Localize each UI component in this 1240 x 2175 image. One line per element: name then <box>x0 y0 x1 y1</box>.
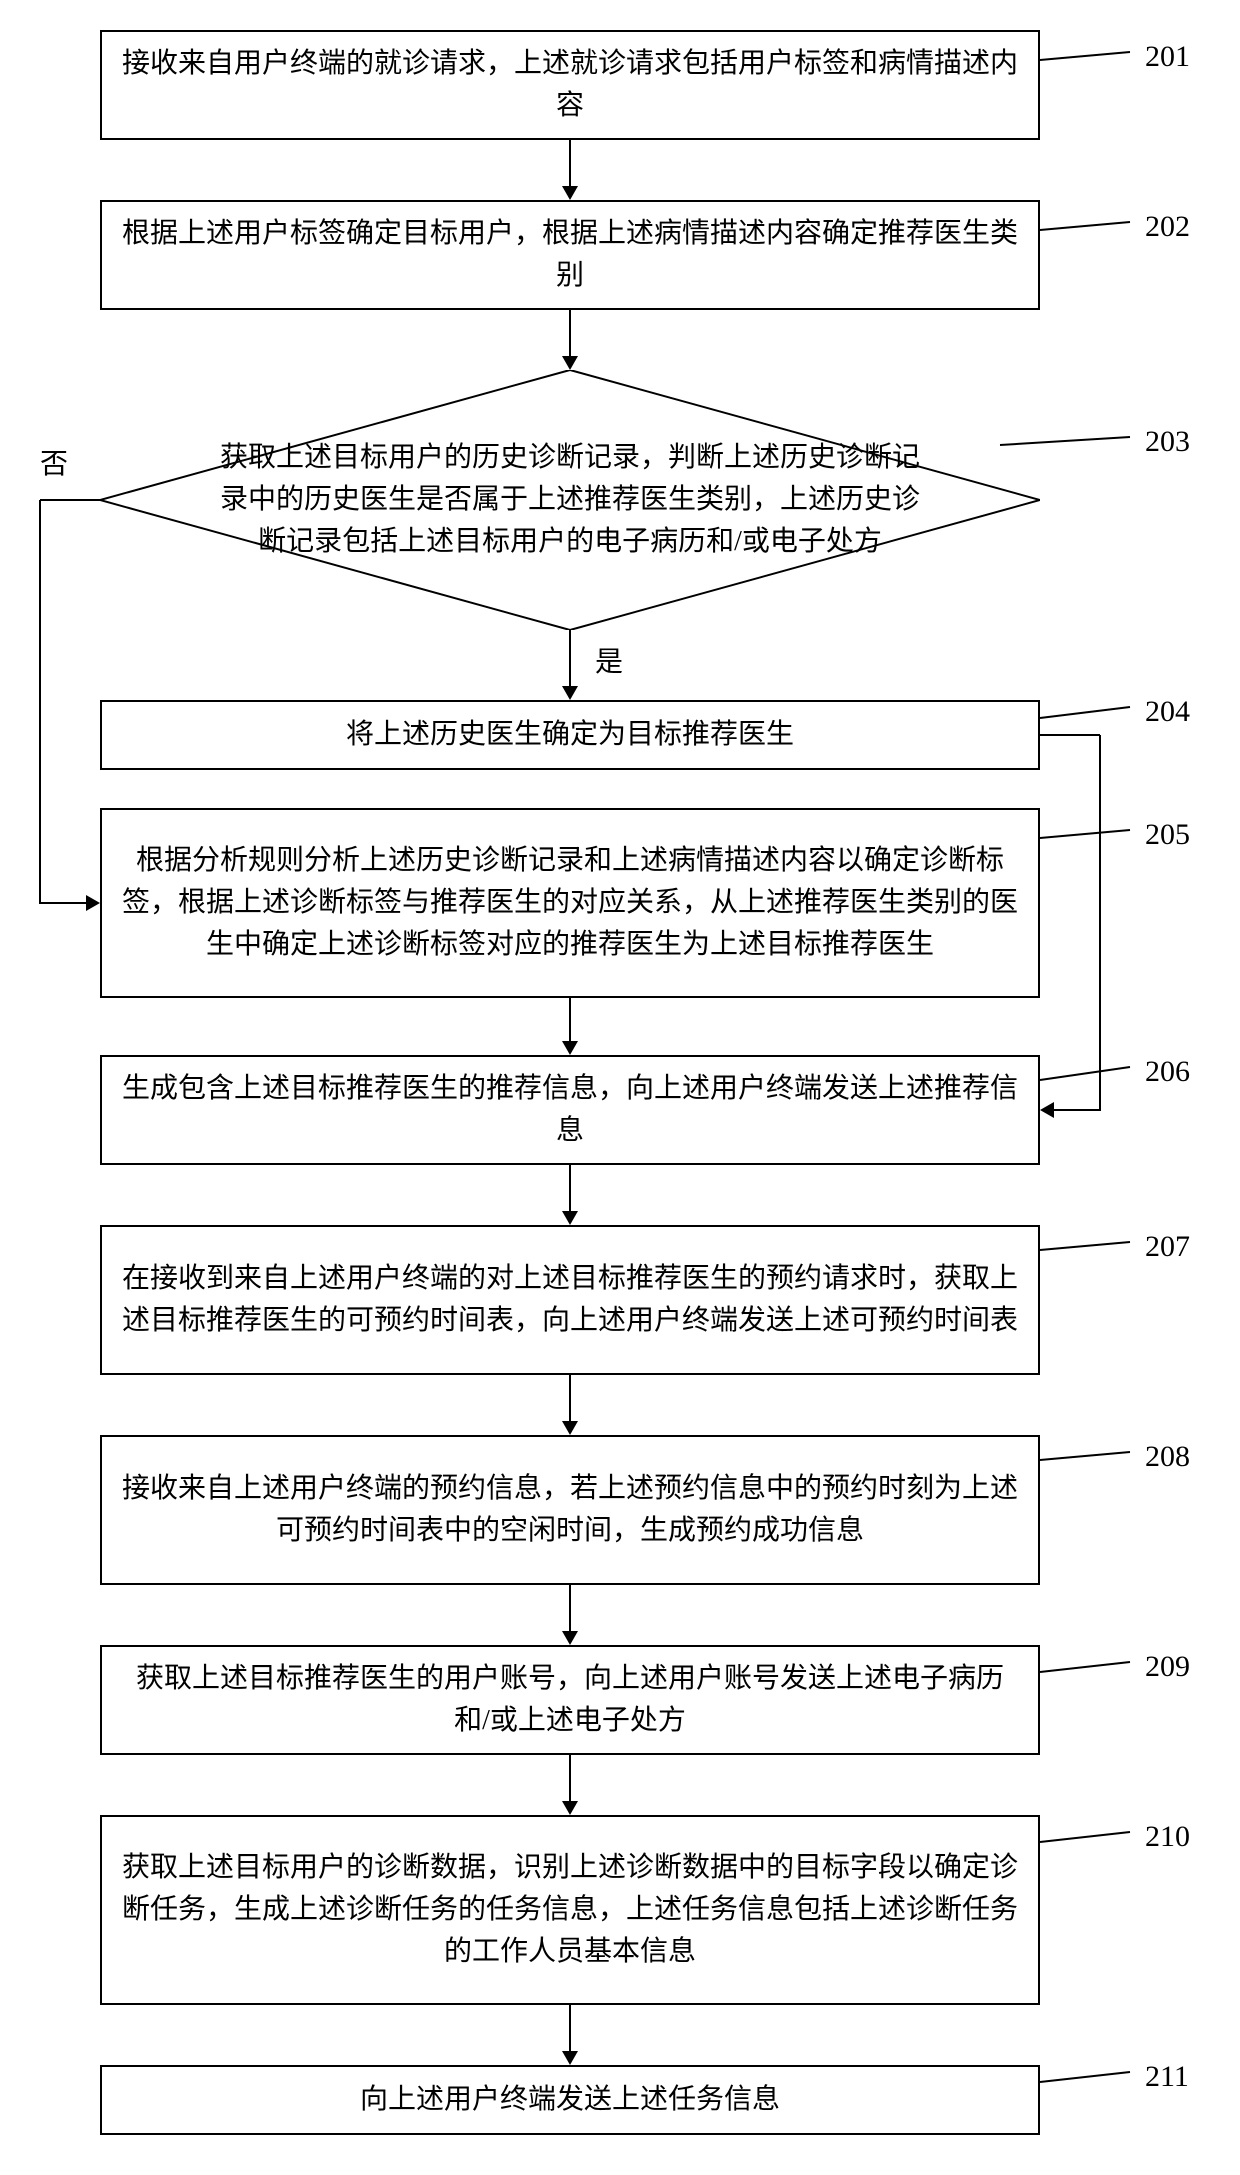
process-211: 向上述用户终端发送上述任务信息 <box>100 2065 1040 2135</box>
arrow-head-icon <box>562 1041 578 1055</box>
decision-203: 获取上述目标用户的历史诊断记录，判断上述历史诊断记录中的历史医生是否属于上述推荐… <box>100 370 1040 630</box>
leader-line <box>1038 1450 1132 1462</box>
arrow-head-icon <box>562 186 578 200</box>
node-text: 获取上述目标用户的历史诊断记录，判断上述历史诊断记录中的历史医生是否属于上述推荐… <box>220 437 920 563</box>
node-text: 将上述历史医生确定为目标推荐医生 <box>346 714 794 756</box>
process-202: 根据上述用户标签确定目标用户，根据上述病情描述内容确定推荐医生类别 <box>100 200 1040 310</box>
leader-line <box>1038 1830 1132 1844</box>
node-text: 获取上述目标用户的诊断数据，识别上述诊断数据中的目标字段以确定诊断任务，生成上述… <box>122 1847 1018 1973</box>
leader-line <box>1038 1660 1132 1674</box>
node-text: 接收来自上述用户终端的预约信息，若上述预约信息中的预约时刻为上述可预约时间表中的… <box>122 1468 1018 1552</box>
process-207: 在接收到来自上述用户终端的对上述目标推荐医生的预约请求时，获取上述目标推荐医生的… <box>100 1225 1040 1375</box>
connector-line <box>569 1585 571 1633</box>
connector-line <box>569 1375 571 1423</box>
node-text: 获取上述目标推荐医生的用户账号，向上述用户账号发送上述电子病历和/或上述电子处方 <box>122 1658 1018 1742</box>
leader-line <box>1038 1065 1132 1082</box>
edge-label-yes: 是 <box>595 640 623 680</box>
node-text: 根据分析规则分析上述历史诊断记录和上述病情描述内容以确定诊断标签，根据上述诊断标… <box>122 840 1018 966</box>
arrow-head-icon <box>86 895 100 911</box>
node-text: 生成包含上述目标推荐医生的推荐信息，向上述用户终端发送上述推荐信息 <box>122 1068 1018 1152</box>
connector-line <box>569 1755 571 1803</box>
arrow-head-icon <box>562 686 578 700</box>
process-201: 接收来自用户终端的就诊请求，上述就诊请求包括用户标签和病情描述内容 <box>100 30 1040 140</box>
arrow-head-icon <box>562 1801 578 1815</box>
connector-line <box>1099 735 1101 1111</box>
connector-line <box>569 1165 571 1213</box>
arrow-head-icon <box>562 356 578 370</box>
step-number-204: 204 <box>1145 695 1190 729</box>
step-number-210: 210 <box>1145 1820 1190 1854</box>
node-text: 根据上述用户标签确定目标用户，根据上述病情描述内容确定推荐医生类别 <box>122 213 1018 297</box>
connector-line <box>569 310 571 358</box>
process-204: 将上述历史医生确定为目标推荐医生 <box>100 700 1040 770</box>
process-210: 获取上述目标用户的诊断数据，识别上述诊断数据中的目标字段以确定诊断任务，生成上述… <box>100 1815 1040 2005</box>
step-number-209: 209 <box>1145 1650 1190 1684</box>
arrow-head-icon <box>562 1631 578 1645</box>
connector-line <box>40 902 88 904</box>
flowchart-canvas: 接收来自用户终端的就诊请求，上述就诊请求包括用户标签和病情描述内容 201 根据上述… <box>0 0 1240 2175</box>
connector-line <box>39 500 41 904</box>
leader-line <box>1038 1240 1132 1252</box>
leader-line <box>998 435 1132 447</box>
process-206: 生成包含上述目标推荐医生的推荐信息，向上述用户终端发送上述推荐信息 <box>100 1055 1040 1165</box>
step-number-203: 203 <box>1145 425 1190 459</box>
connector-line <box>569 2005 571 2053</box>
leader-line <box>1038 2070 1132 2084</box>
process-208: 接收来自上述用户终端的预约信息，若上述预约信息中的预约时刻为上述可预约时间表中的… <box>100 1435 1040 1585</box>
arrow-head-icon <box>1040 1102 1054 1118</box>
step-number-205: 205 <box>1145 818 1190 852</box>
node-text: 接收来自用户终端的就诊请求，上述就诊请求包括用户标签和病情描述内容 <box>122 43 1018 127</box>
arrow-head-icon <box>562 2051 578 2065</box>
process-205: 根据分析规则分析上述历史诊断记录和上述病情描述内容以确定诊断标签，根据上述诊断标… <box>100 808 1040 998</box>
connector-line <box>569 140 571 188</box>
leader-line <box>1038 705 1132 720</box>
arrow-head-icon <box>562 1211 578 1225</box>
connector-line <box>1040 734 1100 736</box>
step-number-207: 207 <box>1145 1230 1190 1264</box>
node-text: 在接收到来自上述用户终端的对上述目标推荐医生的预约请求时，获取上述目标推荐医生的… <box>122 1258 1018 1342</box>
connector-line <box>569 630 571 688</box>
arrow-head-icon <box>562 1421 578 1435</box>
connector-line <box>1052 1109 1100 1111</box>
connector-line <box>40 499 100 501</box>
leader-line <box>1038 50 1132 62</box>
leader-line <box>1038 220 1132 232</box>
node-text: 向上述用户终端发送上述任务信息 <box>360 2079 780 2121</box>
process-209: 获取上述目标推荐医生的用户账号，向上述用户账号发送上述电子病历和/或上述电子处方 <box>100 1645 1040 1755</box>
step-number-201: 201 <box>1145 40 1190 74</box>
step-number-202: 202 <box>1145 210 1190 244</box>
connector-line <box>569 998 571 1043</box>
step-number-208: 208 <box>1145 1440 1190 1474</box>
step-number-211: 211 <box>1145 2060 1189 2094</box>
leader-line <box>1038 828 1132 840</box>
step-number-206: 206 <box>1145 1055 1190 1089</box>
edge-label-no: 否 <box>40 442 68 482</box>
